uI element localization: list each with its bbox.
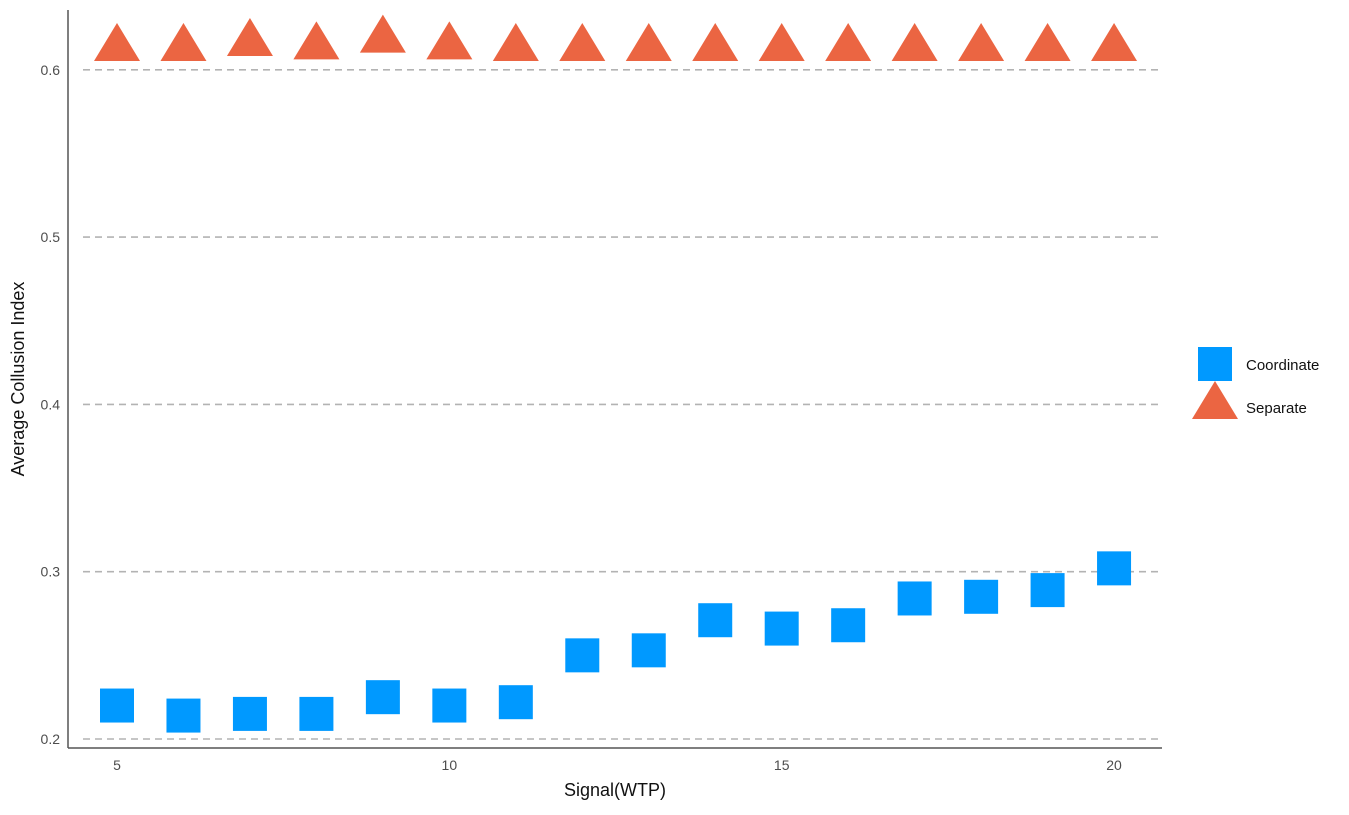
coordinate-point	[897, 581, 932, 616]
y-tick-label: 0.3	[41, 564, 61, 580]
x-tick-labels: 5 10 15 20	[113, 757, 1122, 773]
coordinate-point	[365, 680, 400, 715]
x-axis-label: Signal(WTP)	[564, 780, 666, 800]
separate-point	[692, 23, 739, 62]
coordinate-point	[232, 696, 267, 731]
separate-point	[958, 23, 1005, 62]
legend-label-separate: Separate	[1246, 400, 1307, 417]
data-marks	[94, 14, 1138, 733]
separate-point	[492, 23, 539, 62]
coordinate-point	[166, 698, 201, 733]
coordinate-point	[831, 608, 866, 643]
separate-point	[160, 23, 207, 62]
x-tick-label: 10	[442, 757, 458, 773]
separate-point	[1024, 23, 1071, 62]
coordinate-point	[964, 579, 999, 614]
coordinate-point	[299, 696, 334, 731]
coordinate-point	[764, 611, 799, 646]
separate-point	[1091, 23, 1138, 62]
y-tick-label: 0.5	[41, 229, 61, 245]
separate-point	[226, 18, 273, 57]
coordinate-point	[100, 688, 134, 723]
separate-point	[293, 21, 340, 60]
x-tick-label: 5	[113, 757, 121, 773]
separate-point	[891, 23, 938, 62]
coordinate-point	[1097, 551, 1132, 586]
x-tick-label: 20	[1106, 757, 1122, 773]
coordinate-point	[565, 638, 600, 673]
y-axis-label: Average Collusion Index	[8, 282, 28, 477]
y-tick-label: 0.4	[41, 396, 61, 412]
separate-point	[426, 21, 473, 60]
separate-point	[825, 23, 872, 62]
coordinate-point	[698, 603, 733, 638]
y-tick-label: 0.6	[41, 62, 61, 78]
y-tick-label: 0.2	[41, 731, 61, 747]
y-tick-labels: 0.2 0.3 0.4 0.5 0.6	[41, 62, 61, 747]
x-tick-label: 15	[774, 757, 790, 773]
legend-square-icon	[1198, 347, 1232, 381]
separate-point	[625, 23, 672, 62]
separate-point	[359, 14, 406, 53]
separate-point	[94, 23, 140, 62]
legend-label-coordinate: Coordinate	[1246, 357, 1319, 374]
legend: Coordinate Separate	[1192, 347, 1319, 419]
separate-point	[559, 23, 606, 62]
gridlines	[83, 69, 1162, 740]
legend-triangle-icon	[1192, 381, 1238, 419]
coordinate-point	[1030, 573, 1065, 608]
coordinate-point	[631, 633, 666, 668]
coordinate-point	[432, 688, 467, 723]
separate-point	[758, 23, 805, 62]
coordinate-point	[498, 685, 533, 720]
